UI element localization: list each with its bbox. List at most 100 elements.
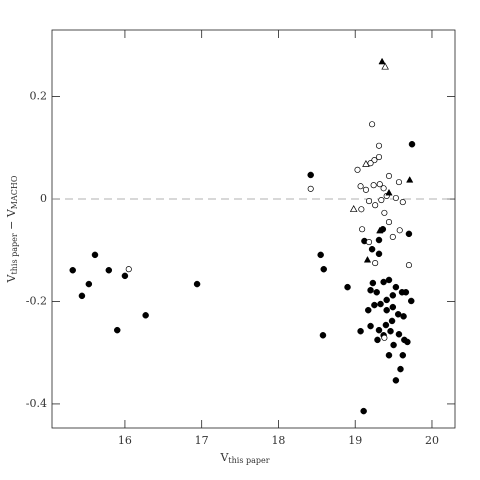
triangle-point (406, 176, 414, 183)
triangle-point (376, 226, 384, 234)
triangle-point (363, 255, 372, 263)
y-axis-label: Vthis paper − VMACHO (5, 175, 19, 283)
circle-point (193, 280, 201, 288)
circle-point (402, 289, 410, 296)
circle-point (365, 198, 373, 205)
circle-point (371, 301, 378, 309)
circle-point (375, 236, 383, 244)
circle-point (389, 233, 396, 240)
circle-point (380, 185, 387, 192)
circle-point (380, 278, 387, 286)
y-tick-label: -0.2 (26, 294, 47, 307)
circle-point (358, 206, 365, 213)
x-tick-label: 20 (425, 434, 439, 447)
circle-point (404, 338, 411, 346)
circle-point (354, 166, 361, 173)
triangle-point (362, 159, 370, 167)
x-axis-label: Vthis paper (219, 451, 269, 465)
plot-frame (51, 29, 456, 429)
circle-point (317, 251, 324, 259)
circle-point (392, 283, 400, 291)
circle-point (381, 334, 388, 341)
circle-point (367, 322, 374, 330)
x-tick-label: 18 (271, 434, 285, 447)
triangle-point (381, 62, 389, 70)
triangle-point (385, 188, 393, 196)
circle-point (91, 251, 99, 259)
circle-point (377, 300, 384, 308)
x-tick-label: 17 (195, 434, 209, 447)
circle-point (399, 352, 407, 359)
x-tick-label: 19 (348, 434, 362, 447)
triangle-point (349, 205, 358, 212)
circle-point (385, 172, 393, 180)
circle-point (369, 121, 376, 128)
circle-point (382, 321, 390, 329)
circle-point (357, 327, 364, 335)
circle-point (368, 245, 376, 253)
circle-point (376, 181, 383, 188)
circle-point (408, 140, 416, 148)
circle-point (392, 194, 399, 202)
circle-point (142, 312, 149, 319)
circle-point (405, 262, 412, 269)
circle-point (395, 179, 403, 186)
circle-point (394, 311, 402, 318)
circle-point (373, 289, 380, 296)
circle-point (405, 230, 413, 238)
circle-point (385, 276, 393, 284)
x-tick-label: 16 (118, 434, 132, 447)
circle-point (390, 341, 397, 349)
circle-point (389, 292, 397, 299)
circle-point (387, 327, 394, 335)
y-tick-label: 0.2 (30, 90, 48, 103)
circle-point (365, 306, 372, 314)
circle-point (395, 331, 403, 338)
circle-point (400, 313, 407, 320)
circle-point (370, 182, 377, 189)
circle-point (359, 226, 366, 233)
circle-point (407, 297, 415, 305)
circle-point (375, 142, 383, 149)
circle-point (388, 317, 396, 325)
circle-point (121, 272, 129, 280)
y-tick-label: -0.4 (26, 397, 47, 410)
circle-point (319, 332, 327, 339)
circle-point (69, 266, 76, 274)
circle-point (365, 239, 373, 246)
circle-point (362, 186, 370, 193)
circle-point (399, 199, 406, 206)
circle-point (307, 171, 314, 179)
circle-point (125, 266, 132, 273)
circle-point (113, 326, 121, 334)
circle-point (375, 326, 383, 334)
circle-point (367, 160, 374, 167)
circle-point (320, 265, 327, 273)
circle-point (372, 260, 379, 267)
y-tick-label: 0 (40, 192, 47, 205)
circle-point (385, 219, 393, 226)
circle-point (381, 209, 388, 216)
circle-point (396, 227, 403, 234)
circle-point (360, 407, 367, 415)
circle-point (392, 377, 400, 384)
circle-point (378, 197, 385, 204)
circle-point (372, 202, 379, 209)
circle-point (105, 266, 113, 274)
circle-point (375, 153, 383, 161)
circle-point (383, 296, 390, 304)
circle-point (385, 352, 393, 359)
circle-point (369, 279, 377, 287)
circle-point (307, 185, 314, 192)
circle-point (375, 250, 383, 258)
circle-point (374, 336, 381, 344)
circle-point (397, 365, 404, 373)
circle-point (367, 286, 374, 294)
triangle-point (378, 57, 386, 65)
circle-point (344, 283, 351, 291)
circle-point (85, 280, 93, 288)
circle-point (357, 183, 364, 190)
circle-point (78, 292, 86, 300)
circle-point (389, 303, 397, 311)
